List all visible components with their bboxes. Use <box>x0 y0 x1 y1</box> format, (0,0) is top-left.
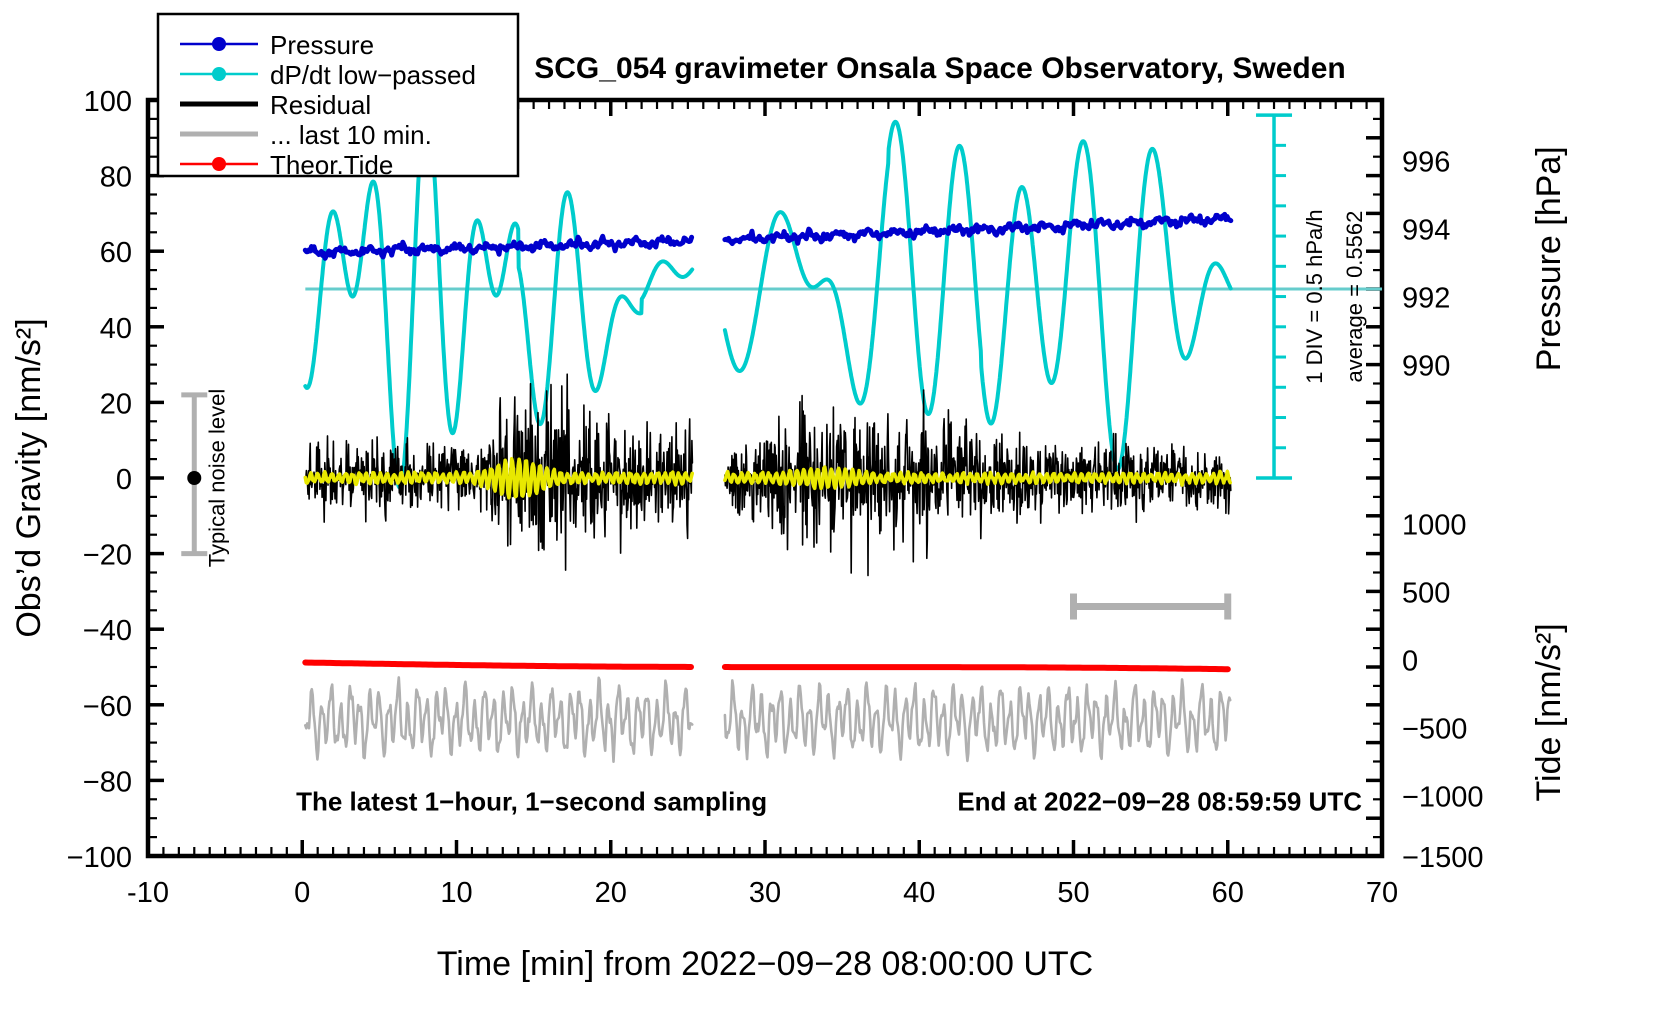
x-tick-label-70: 70 <box>1366 877 1398 909</box>
pressure-tick-label: 990 <box>1402 351 1450 383</box>
dpdt-scale-label: 1 DIV = 0.5 hPa/h <box>1302 209 1327 383</box>
tide-tick-label: 0 <box>1402 645 1418 677</box>
x-tick-label-20: 20 <box>595 877 627 909</box>
legend-label-3: ... last 10 min. <box>270 120 432 150</box>
y-tick-label: 100 <box>84 86 132 118</box>
pressure-axis-label: Pressure [hPa] <box>1530 146 1568 371</box>
gray-tide-trace-1 <box>723 678 1232 763</box>
y-tick-label: 20 <box>100 388 132 420</box>
tide-tick-label: −1000 <box>1402 782 1483 814</box>
tide-tick-label: 1000 <box>1402 509 1467 541</box>
residual-trace-0 <box>304 373 694 571</box>
y-tick-label: 0 <box>116 464 132 496</box>
pressure-tick-label: 994 <box>1402 215 1450 247</box>
x-tick-label-40: 40 <box>903 877 935 909</box>
theor-tide-trace-1 <box>721 664 1231 673</box>
gray-tide-trace-0 <box>304 676 694 763</box>
legend-marker-0 <box>212 37 226 51</box>
dpdt-trace-1 <box>722 119 1233 472</box>
legend-label-4: Theor.Tide <box>270 150 393 180</box>
legend-label-0: Pressure <box>270 30 374 60</box>
pressure-tick-label: 992 <box>1402 283 1450 315</box>
x-tick-label-60: 60 <box>1212 877 1244 909</box>
legend-marker-1 <box>212 67 226 81</box>
theor-tide-trace-0 <box>302 659 694 670</box>
tide-tick-label: −500 <box>1402 713 1467 745</box>
pressure-tick-label: 996 <box>1402 146 1450 178</box>
pressure-trace-1 <box>722 211 1234 247</box>
smoothed-residual-0 <box>303 457 694 500</box>
x-tick-label-30: 30 <box>749 877 781 909</box>
y-tick-label: −20 <box>83 540 132 572</box>
x-tick-label-10: 10 <box>440 877 472 909</box>
legend-marker-4 <box>212 157 226 171</box>
footer-left: The latest 1−hour, 1−second sampling <box>296 787 767 817</box>
y-axis-label: Obs’d Gravity [nm/s²] <box>10 318 48 637</box>
chart-title: SCG_054 gravimeter Onsala Space Observat… <box>534 52 1346 85</box>
noise-level-label: Typical noise level <box>204 389 229 568</box>
x-axis-label: Time [min] from 2022−09−28 08:00:00 UTC <box>437 945 1093 983</box>
y-tick-label: 80 <box>100 162 132 194</box>
footer-right: End at 2022−09−28 08:59:59 UTC <box>957 787 1362 817</box>
y-tick-label: −40 <box>83 615 132 647</box>
y-tick-label: −80 <box>83 766 132 798</box>
x-tick-label--10: -10 <box>127 877 169 909</box>
dpdt-average-label: average = 0.5562 <box>1342 211 1367 383</box>
tide-axis-label: Tide [nm/s²] <box>1530 623 1568 801</box>
y-tick-label: 40 <box>100 313 132 345</box>
smoothed-residual-1 <box>723 465 1232 491</box>
tide-tick-label: 500 <box>1402 577 1450 609</box>
x-tick-label-50: 50 <box>1057 877 1089 909</box>
legend-label-1: dP/dt low−passed <box>270 60 476 90</box>
legend-label-2: Residual <box>270 90 371 120</box>
pressure-trace-0 <box>302 233 695 261</box>
y-tick-label: 60 <box>100 237 132 269</box>
x-tick-label-0: 0 <box>294 877 310 909</box>
y-tick-label: −100 <box>67 842 132 874</box>
y-tick-label: −60 <box>83 691 132 723</box>
tide-tick-label: −1500 <box>1402 842 1483 874</box>
dpdt-trace-0 <box>303 97 695 490</box>
noise-center-dot <box>187 471 202 485</box>
